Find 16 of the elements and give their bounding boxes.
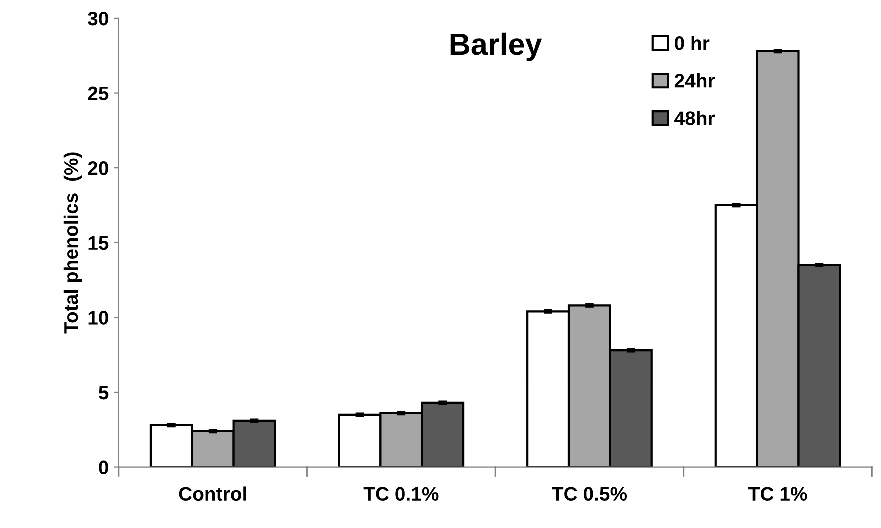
y-tick-label: 10 [88, 311, 108, 325]
legend-label: 48hr [674, 111, 716, 126]
y-tick-label: 25 [88, 86, 109, 101]
x-tick-label: TC 0.1% [364, 487, 439, 502]
legend-label: 0 hr [675, 36, 710, 50]
y-tick-label: 20 [88, 162, 108, 176]
legend-label: 24hr [674, 74, 716, 88]
x-tick-label: TC 1% [748, 487, 808, 502]
chart-title: Barley [450, 32, 542, 62]
y-tick-label: 30 [88, 12, 108, 26]
y-tick-label: 5 [99, 386, 109, 400]
x-tick-label: Control [179, 486, 246, 502]
y-tick-label: 0 [99, 460, 108, 475]
y-tick-label: 15 [88, 236, 109, 250]
y-axis-title: Total phenolics (%) [64, 152, 82, 334]
x-tick-label: TC 0.5% [552, 487, 628, 502]
